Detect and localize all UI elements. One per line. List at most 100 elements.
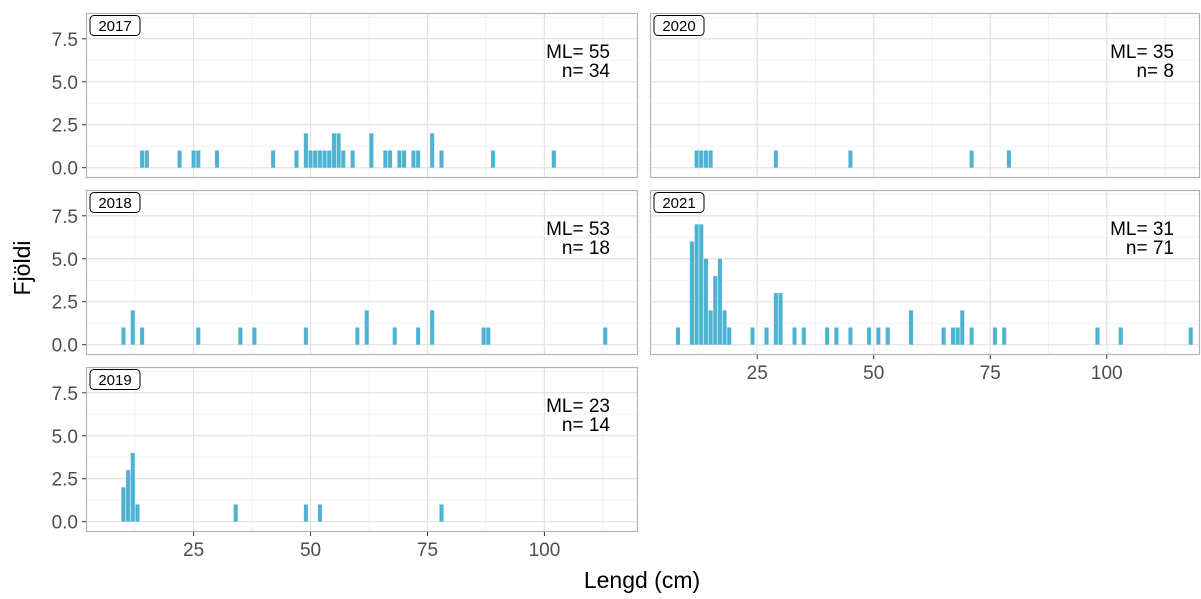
panel-background	[86, 367, 638, 532]
panel-year-label: 2017	[89, 15, 141, 36]
histogram-bar	[317, 504, 322, 522]
histogram-bar	[801, 327, 806, 345]
sample-size-label: n= 71	[1126, 238, 1174, 259]
histogram-bar	[867, 327, 872, 345]
x-tick-label: 75	[980, 363, 1001, 384]
histogram-bar	[486, 327, 491, 345]
y-tick-label: 2.5	[52, 470, 78, 491]
histogram-bar	[703, 150, 708, 168]
sample-size-label: n= 14	[562, 415, 611, 436]
histogram-bar	[252, 327, 257, 345]
histogram-bar	[764, 327, 769, 345]
mean-length-label: ML= 55	[546, 42, 610, 63]
histogram-bar	[439, 504, 444, 522]
histogram-bar	[1188, 327, 1193, 345]
histogram-bar	[708, 150, 713, 168]
histogram-bar	[969, 150, 974, 168]
histogram-bar	[303, 327, 308, 345]
year-label-box	[89, 15, 141, 36]
y-tick-label: 7.5	[52, 30, 78, 51]
histogram-bar	[140, 150, 145, 168]
panel-background	[650, 13, 1200, 178]
x-tick-label: 100	[529, 540, 561, 561]
year-label-box	[653, 192, 705, 213]
histogram-bar	[848, 327, 853, 345]
histogram-bar	[388, 150, 393, 168]
y-tick-label: 2.5	[52, 293, 78, 314]
year-label-box	[89, 369, 141, 390]
panel-year-label: 2020	[653, 15, 705, 36]
panel-year-label: 2018	[89, 192, 141, 213]
histogram-bar	[383, 150, 388, 168]
x-tick-label: 25	[183, 540, 204, 561]
panel-border	[85, 12, 639, 179]
histogram-bar	[397, 150, 402, 168]
histogram-bar	[1006, 150, 1011, 168]
y-tick-label: 5.0	[52, 73, 78, 94]
histogram-bar	[834, 327, 839, 345]
histogram-bar	[238, 327, 243, 345]
histogram-bar	[177, 150, 182, 168]
mean-length-label: ML= 53	[546, 219, 610, 240]
histogram-bar	[322, 150, 327, 168]
panel-2021: 2021 ML= 31n= 71 25 50 75 100	[649, 189, 1201, 384]
histogram-bar	[416, 150, 421, 168]
panel-2018: 2018 ML= 53n= 18 0.0 2.5 5.0 7.5	[52, 189, 639, 357]
x-tick-label: 100	[1091, 363, 1123, 384]
histogram-bar	[135, 504, 140, 522]
histogram-bar	[402, 150, 407, 168]
histogram-bar	[130, 310, 135, 345]
histogram-bar	[350, 150, 355, 168]
panel-background	[650, 190, 1200, 355]
histogram-bar	[551, 150, 556, 168]
year-label-text: 2021	[662, 195, 695, 212]
histogram-bar	[196, 150, 201, 168]
histogram-bar	[689, 241, 694, 345]
sample-size-label: n= 34	[562, 61, 611, 82]
histogram-bar	[294, 150, 299, 168]
histogram-bar	[121, 487, 126, 522]
histogram-bar	[694, 150, 699, 168]
histogram-bar	[121, 327, 126, 345]
histogram-bar	[271, 150, 276, 168]
histogram-bar	[1095, 327, 1100, 345]
histogram-bar	[1002, 327, 1007, 345]
panel-background	[86, 190, 638, 355]
histogram-bar	[885, 327, 890, 345]
histogram-bar	[140, 327, 145, 345]
y-tick-label: 2.5	[52, 116, 78, 137]
y-tick-label: 5.0	[52, 250, 78, 271]
mean-length-label: ML= 23	[546, 396, 610, 417]
histogram-bar	[603, 327, 608, 345]
panel-border	[649, 189, 1201, 356]
histogram-bar	[792, 327, 797, 345]
histogram-bar	[364, 310, 369, 345]
histogram-bar	[773, 293, 778, 345]
histogram-bar	[317, 150, 322, 168]
histogram-bar	[694, 224, 699, 345]
panel-year-label: 2019	[89, 369, 141, 390]
panel-border	[85, 189, 639, 356]
histogram-bar	[908, 310, 914, 345]
panel-2019: 2019 ML= 23n= 14 0.0 2.5 5.0 7.5 25 50 75 100	[52, 366, 639, 561]
histogram-bar	[392, 327, 397, 345]
histogram-bar	[727, 327, 732, 345]
histogram-bar	[411, 150, 416, 168]
mean-length-label: ML= 35	[1110, 42, 1174, 63]
histogram-bar	[1118, 327, 1123, 345]
histogram-bar	[950, 327, 955, 345]
y-tick-label: 0.0	[52, 159, 78, 180]
panel-border	[649, 12, 1201, 179]
panel-border	[85, 366, 639, 533]
histogram-bar	[969, 327, 974, 345]
histogram-bar	[481, 327, 486, 345]
histogram-bar	[303, 504, 308, 522]
x-tick-label: 25	[747, 363, 768, 384]
x-axis-title: Lengd (cm)	[584, 567, 700, 593]
year-label-box	[653, 15, 705, 36]
x-tick-label: 50	[300, 540, 321, 561]
histogram-bar	[699, 150, 704, 168]
sample-size-label: n= 18	[562, 238, 610, 259]
histogram-bar	[955, 327, 960, 345]
